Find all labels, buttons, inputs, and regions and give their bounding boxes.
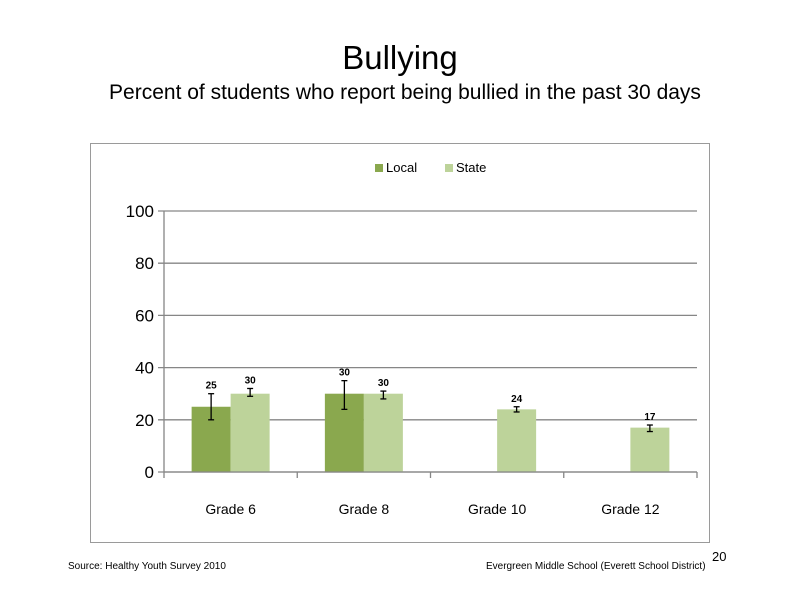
bar-state: [230, 393, 270, 472]
data-label: 24: [511, 394, 523, 405]
bar-chart: 0 20 40 60 80 100 Grade 6 25 30 Grade 8 30 30 Grade …: [126, 160, 698, 517]
x-category-label: Grade 6: [205, 501, 256, 517]
bar-state: [497, 409, 537, 472]
chart-frame: 0 20 40 60 80 100 Grade 6 25 30 Grade 8 30 30 Grade …: [90, 143, 710, 543]
legend-label-local: Local: [386, 160, 417, 175]
page-number: 20: [712, 549, 727, 564]
legend-swatch-state: [445, 164, 453, 172]
y-tick-label: 80: [135, 254, 154, 273]
source-note: Source: Healthy Youth Survey 2010: [68, 561, 226, 572]
data-label: 25: [206, 381, 218, 392]
legend-swatch-local: [375, 164, 383, 172]
data-label: 30: [245, 375, 257, 386]
data-label: 17: [644, 412, 656, 423]
data-label: 30: [378, 378, 390, 389]
y-tick-label: 40: [135, 359, 154, 378]
legend-label-state: State: [456, 160, 486, 175]
x-category-label: Grade 8: [339, 501, 390, 517]
y-tick-label: 60: [135, 306, 154, 325]
school-note: Evergreen Middle School (Everett School …: [486, 561, 706, 572]
y-tick-label: 100: [126, 202, 154, 221]
bar-state: [630, 427, 670, 472]
slide-subtitle: Percent of students who report being bul…: [109, 81, 701, 104]
y-tick-label: 0: [145, 463, 154, 482]
data-label: 30: [339, 368, 351, 379]
y-tick-label: 20: [135, 411, 154, 430]
x-category-label: Grade 12: [601, 501, 660, 517]
slide-title: Bullying: [342, 39, 458, 76]
x-category-label: Grade 10: [468, 501, 527, 517]
bar-state: [363, 393, 403, 472]
